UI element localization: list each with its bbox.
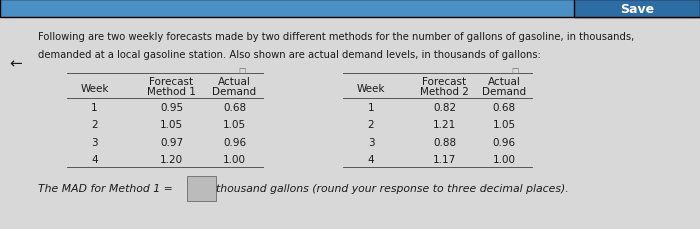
Text: 0.95: 0.95 — [160, 103, 183, 113]
Text: 3: 3 — [91, 137, 98, 147]
Text: 1: 1 — [91, 103, 98, 113]
Text: 0.68: 0.68 — [223, 103, 246, 113]
Text: 2: 2 — [91, 120, 98, 130]
Text: ←: ← — [9, 57, 22, 72]
Text: Method 1: Method 1 — [147, 87, 196, 97]
Text: 1.05: 1.05 — [223, 120, 246, 130]
Text: 0.97: 0.97 — [160, 137, 183, 147]
Text: 4: 4 — [91, 154, 98, 164]
Text: 1: 1 — [368, 103, 374, 113]
Text: Save: Save — [620, 3, 654, 16]
Text: 0.96: 0.96 — [492, 137, 516, 147]
Text: demanded at a local gasoline station. Also shown are actual demand levels, in th: demanded at a local gasoline station. Al… — [38, 50, 541, 60]
Text: 1.20: 1.20 — [160, 154, 183, 164]
Text: 1.00: 1.00 — [223, 154, 246, 164]
Text: 1.05: 1.05 — [160, 120, 183, 130]
Text: 1.00: 1.00 — [493, 154, 515, 164]
Text: thousand gallons (round your response to three decimal places).: thousand gallons (round your response to… — [216, 183, 568, 193]
Text: 1.17: 1.17 — [433, 154, 456, 164]
Text: Actual: Actual — [218, 76, 251, 86]
Text: Week: Week — [357, 83, 385, 93]
Text: 4: 4 — [368, 154, 374, 164]
Text: Method 2: Method 2 — [420, 87, 469, 97]
Text: □: □ — [511, 65, 518, 74]
Text: 0.82: 0.82 — [433, 103, 456, 113]
Text: Week: Week — [80, 83, 108, 93]
Text: 1.21: 1.21 — [433, 120, 456, 130]
Text: Actual: Actual — [488, 76, 520, 86]
Text: 2: 2 — [368, 120, 374, 130]
Text: Demand: Demand — [212, 87, 257, 97]
Text: 3: 3 — [368, 137, 374, 147]
Text: Forecast: Forecast — [149, 76, 194, 86]
Text: The MAD for Method 1 =: The MAD for Method 1 = — [38, 183, 176, 193]
Text: 0.88: 0.88 — [433, 137, 456, 147]
Text: □: □ — [238, 65, 245, 74]
Text: Demand: Demand — [482, 87, 526, 97]
Text: 0.68: 0.68 — [492, 103, 516, 113]
Text: Following are two weekly forecasts made by two different methods for the number : Following are two weekly forecasts made … — [38, 32, 635, 42]
Text: Forecast: Forecast — [422, 76, 467, 86]
Text: 0.96: 0.96 — [223, 137, 246, 147]
Text: 1.05: 1.05 — [492, 120, 516, 130]
